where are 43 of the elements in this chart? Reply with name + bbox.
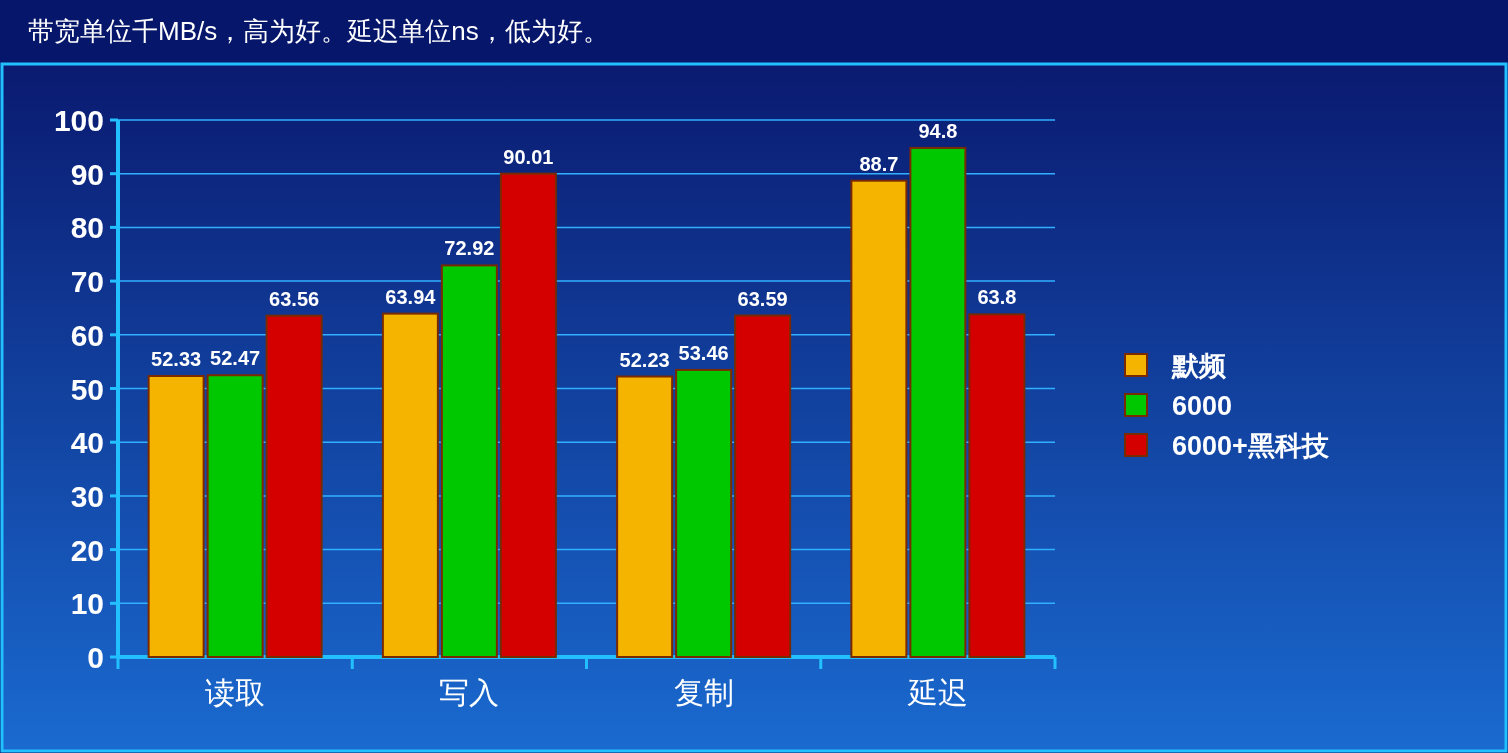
bar: [499, 172, 557, 658]
data-label: 52.47: [210, 347, 261, 370]
bar: [265, 314, 323, 658]
bar: [206, 374, 264, 658]
bar: [968, 313, 1026, 658]
bar: [675, 368, 733, 658]
legend-label: 6000: [1172, 391, 1233, 421]
bar: [616, 375, 674, 658]
data-label: 63.8: [977, 286, 1017, 309]
x-tick-label: 复制: [673, 676, 734, 709]
y-tick-label: 80: [70, 211, 104, 245]
data-label: 63.56: [269, 287, 320, 310]
x-tick-label: 读取: [205, 676, 266, 709]
bar: [440, 264, 498, 658]
x-tick-label: 延迟: [906, 676, 968, 709]
y-tick-label: 70: [70, 265, 104, 299]
data-label: 94.8: [918, 119, 958, 142]
data-label: 63.59: [737, 287, 788, 310]
data-label: 63.94: [385, 285, 437, 308]
legend-label: 6000+黑科技: [1172, 431, 1330, 461]
y-tick-label: 50: [70, 372, 104, 406]
data-label: 88.7: [859, 152, 899, 175]
bar: [850, 179, 908, 658]
x-tick-label: 写入: [439, 676, 500, 709]
y-tick-label: 40: [70, 426, 104, 460]
y-tick-label: 20: [70, 533, 104, 567]
y-tick-label: 60: [70, 318, 104, 352]
chart-title: 带宽单位千MB/s，高为好。延迟单位ns，低为好。: [28, 16, 609, 46]
bar: [147, 374, 205, 658]
y-tick-label: 0: [87, 641, 104, 674]
bar: [734, 314, 792, 658]
data-label: 53.46: [678, 341, 729, 364]
data-label: 52.33: [151, 347, 202, 370]
data-label: 90.01: [503, 145, 554, 168]
bar: [381, 312, 439, 658]
y-tick-label: 10: [70, 587, 104, 621]
y-tick-label: 100: [53, 104, 104, 137]
legend-label: 默频: [1171, 351, 1227, 381]
bar: [909, 146, 967, 658]
data-label: 72.92: [444, 237, 495, 260]
y-tick-label: 30: [70, 479, 104, 513]
y-tick-label: 90: [70, 157, 104, 191]
data-label: 52.23: [619, 348, 670, 371]
